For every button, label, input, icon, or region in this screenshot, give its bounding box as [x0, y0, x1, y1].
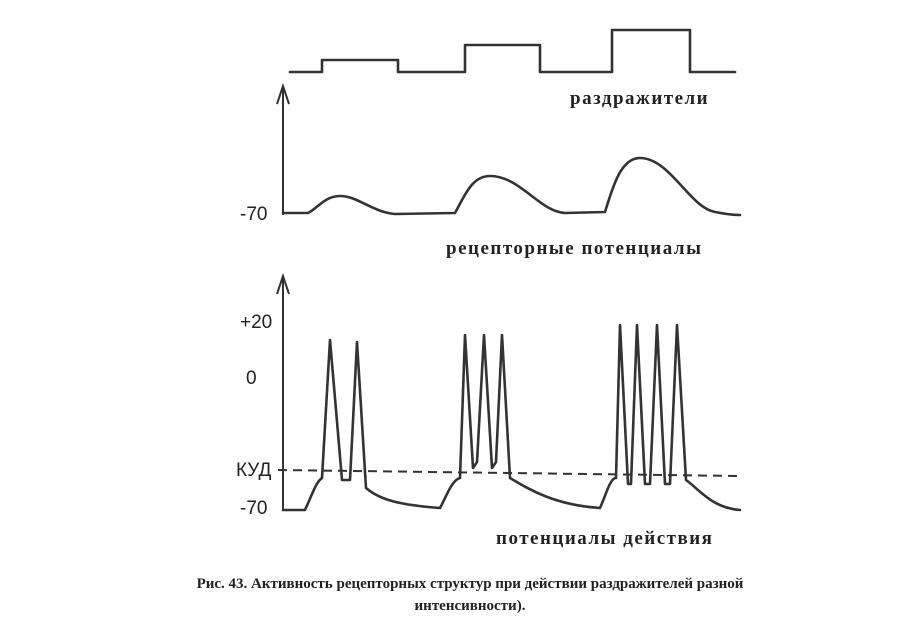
receptor-label: рецепторные потенциалы [446, 238, 702, 259]
stimuli-label: раздражители [570, 88, 709, 109]
caption: Рис. 43. Активность рецепторных структур… [197, 576, 744, 592]
stimulus-trace [288, 28, 737, 74]
tick-label: -70 [240, 498, 267, 519]
tick-label: 0 [246, 368, 257, 389]
tick-label: +20 [240, 312, 272, 333]
tick-label: КУД [236, 460, 271, 481]
caption: интенсивности). [415, 598, 526, 614]
receptor-trace [281, 156, 742, 217]
action-trace [281, 323, 742, 512]
action-label: потенциалы действия [496, 528, 713, 549]
axis-arrow [276, 82, 290, 105]
axis-arrow [276, 272, 290, 295]
tick-label: -70 [240, 204, 267, 225]
